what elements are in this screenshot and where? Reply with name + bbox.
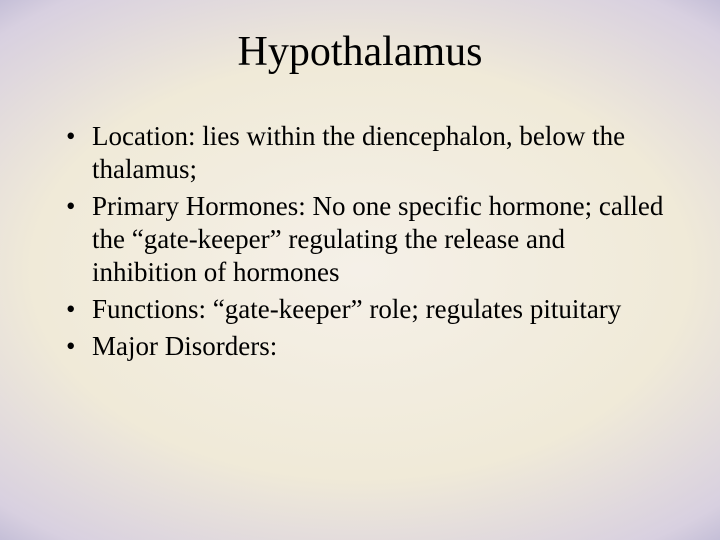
bullet-list: Location: lies within the diencephalon, … <box>48 120 672 363</box>
list-item: Location: lies within the diencephalon, … <box>66 120 672 186</box>
list-item: Major Disorders: <box>66 330 672 363</box>
list-item: Primary Hormones: No one specific hormon… <box>66 190 672 289</box>
slide-title: Hypothalamus <box>48 28 672 76</box>
slide: Hypothalamus Location: lies within the d… <box>0 0 720 540</box>
list-item: Functions: “gate-keeper” role; regulates… <box>66 293 672 326</box>
